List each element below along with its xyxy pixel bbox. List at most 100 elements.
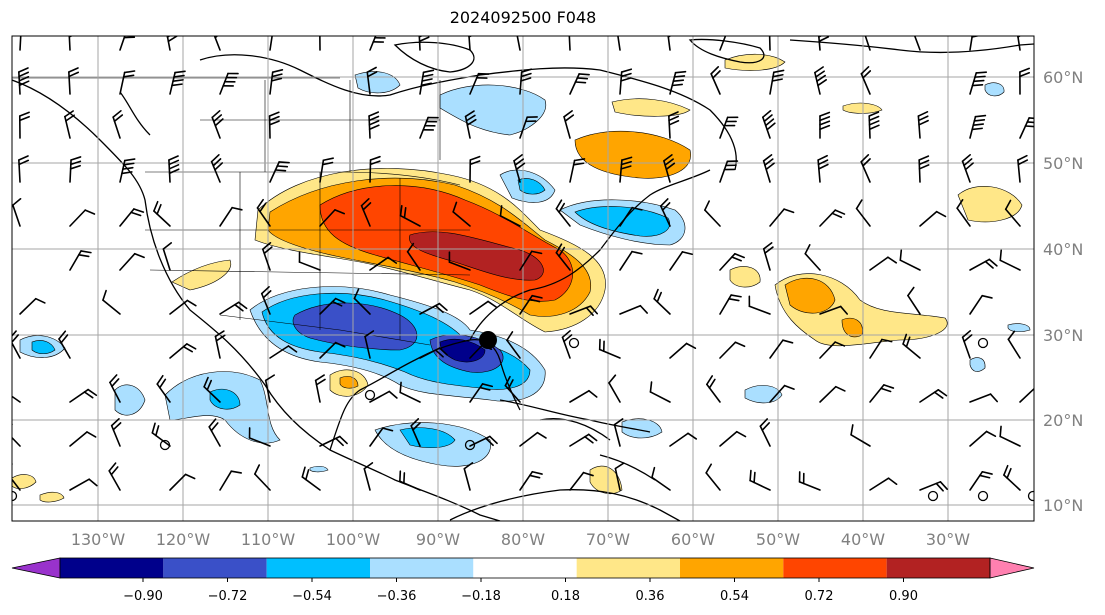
colorbar-tick-label: 0.54 [720,589,749,604]
wind-barb [301,466,321,491]
colorbar-tick-label: −0.72 [208,589,248,604]
wind-barb [613,418,624,447]
wind-barb [68,67,80,95]
wind-barb [519,116,538,139]
wind-barb [254,464,271,491]
wind-barb [369,256,398,271]
wind-barb [864,36,871,51]
wind-barb [19,297,46,315]
wind-barb [364,330,375,359]
wind-barb [219,72,239,95]
wind-barb [669,432,698,447]
latitude-label: 60°N [1043,68,1083,87]
wind-barb [769,339,794,359]
colorbar-tick-label: 0.72 [805,589,834,604]
wind-barb [214,330,226,359]
wind-barb [608,374,621,403]
wind-barb [569,305,599,317]
wind-barb [999,249,1021,271]
wind-barb [203,376,221,403]
wind-barb [619,68,633,95]
wind-barb [969,294,993,315]
anomaly-shading [12,53,1031,503]
wind-barb [668,111,680,139]
wind-barb [961,153,974,183]
wind-barb [719,294,742,315]
wind-barb [469,72,490,95]
wind-barb [569,73,590,95]
wind-barb [399,204,421,227]
wind-barb [669,251,693,271]
wind-barb [169,343,197,359]
wind-barb [69,431,97,447]
wind-barb [653,288,671,315]
wind-barb [869,384,895,403]
wind-barb [469,155,481,183]
wind-barb [969,114,987,139]
wind-barb [669,70,687,95]
wind-barb [464,110,477,139]
wind-barb [663,154,676,183]
wind-barb [869,338,893,359]
latitude-label: 50°N [1043,154,1083,173]
colorbar-tick-label: 0.18 [551,589,580,604]
wind-barb [109,374,121,403]
wind-barb [419,302,448,315]
colorbar-tick-label: 0.90 [889,589,918,604]
wind-barb [519,294,543,315]
wind-barb [151,422,171,447]
wind-barb [561,329,573,359]
wind-barb [719,252,745,271]
wind-barb [119,158,136,183]
wind-barb [319,157,334,183]
wind-barb [463,462,474,491]
wind-barb [219,301,248,315]
wind-barb [516,36,521,51]
wind-barb [12,463,21,491]
latitude-label: 40°N [1043,240,1083,259]
wind-barb [969,36,981,51]
wind-barb [12,395,21,403]
wind-barb [156,374,171,403]
lat-lon-grid [12,36,1034,521]
wind-barb [917,111,929,139]
wind-barb [419,116,439,139]
wind-barb [69,209,96,227]
wind-barb [819,209,846,227]
wind-barb [506,331,521,359]
wind-barb [869,256,898,271]
wind-barb [919,481,948,492]
wind-barb [913,36,921,51]
wind-barb [706,375,721,403]
wind-barb [353,288,371,315]
wind-barb [269,68,284,95]
wind-barb [563,110,575,139]
wind-barb [314,374,326,403]
wind-barb [519,68,533,95]
wind-barb [619,156,633,183]
wind-barb [64,110,75,139]
wind-barb [513,154,526,183]
wind-barb [762,242,774,271]
latitude-label: 30°N [1043,326,1083,345]
wind-barb [298,251,321,271]
wind-barb [519,470,543,491]
colorbar-extend-high [989,557,1035,579]
colorbar-segment [266,558,370,578]
colorbar-tick-label: 0.36 [636,589,665,604]
wind-barb [399,381,421,403]
wind-barb [769,384,795,403]
latitude-label: 10°N [1043,496,1083,515]
wind-barb [555,199,571,227]
wind-barb [568,36,571,51]
wind-barb [919,388,948,403]
wind-barb [659,198,671,227]
wind-barb [814,66,828,95]
wind-barb [569,389,598,403]
wind-barb [213,36,221,51]
wind-barb [268,111,280,139]
wind-barb [617,36,621,51]
wind-barb [153,200,171,227]
longitude-label: 110°W [241,530,296,549]
